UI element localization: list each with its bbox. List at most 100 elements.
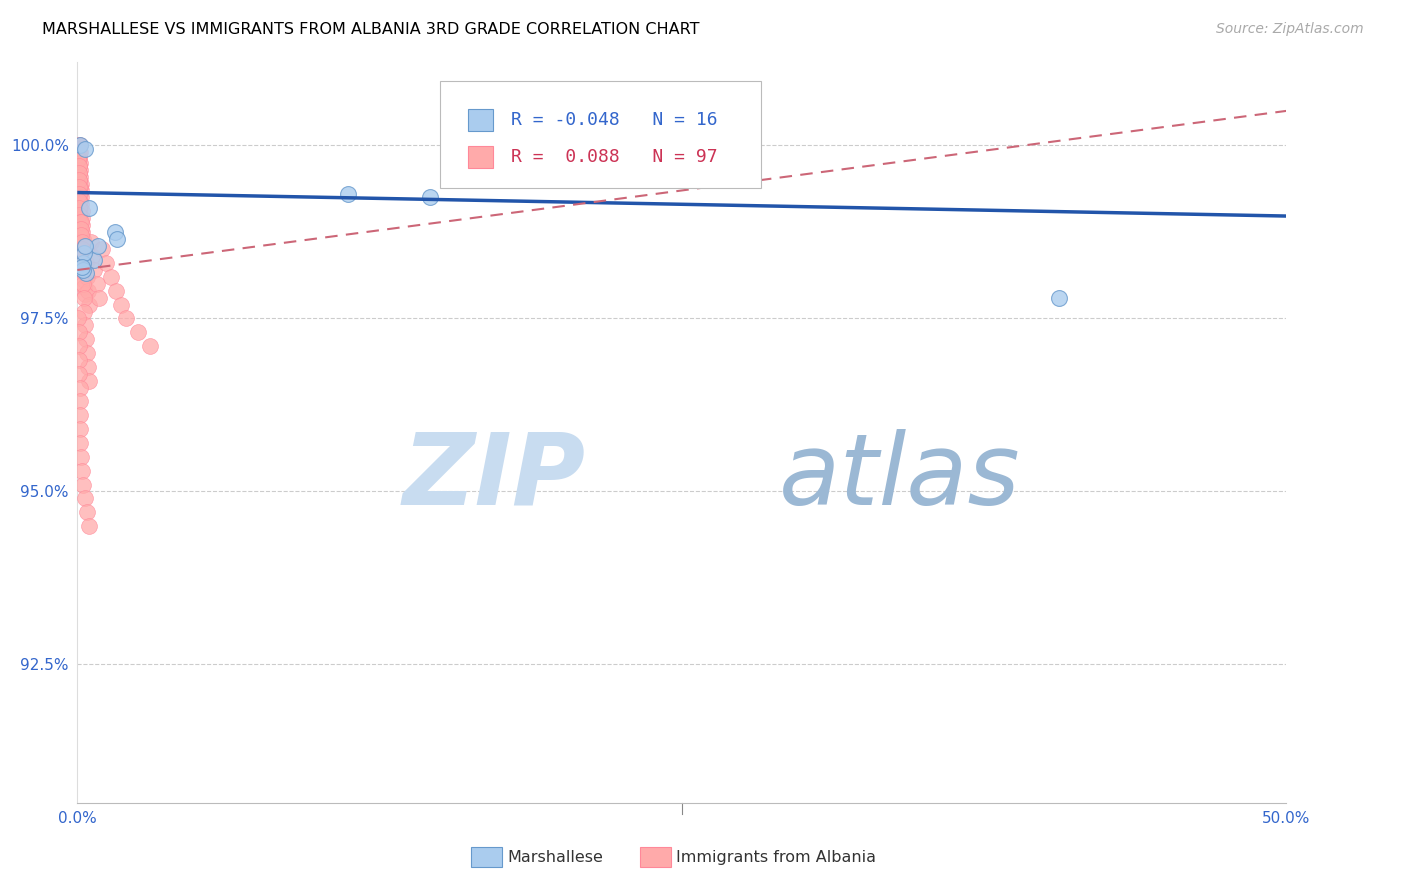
- Point: [69, 169, 91, 184]
- Point: [75, 332, 97, 346]
- Point: [73, 318, 96, 333]
- Point: [90, 242, 112, 256]
- Point: [79, 201, 101, 215]
- Point: [79, 235, 101, 250]
- Text: Marshallese: Marshallese: [508, 850, 603, 864]
- Point: [419, 190, 441, 204]
- Point: [69, 422, 91, 436]
- Point: [67, 311, 90, 326]
- Point: [73, 142, 96, 156]
- Point: [67, 194, 90, 208]
- Point: [73, 267, 96, 281]
- Point: [75, 256, 97, 270]
- Point: [87, 291, 110, 305]
- Point: [70, 221, 93, 235]
- Point: [67, 367, 90, 381]
- Text: ZIP: ZIP: [402, 428, 585, 525]
- Point: [80, 249, 103, 263]
- Point: [67, 353, 90, 368]
- Point: [67, 173, 90, 187]
- Point: [73, 304, 96, 318]
- Point: [105, 232, 128, 246]
- Point: [127, 326, 149, 340]
- Point: [72, 291, 94, 305]
- Point: [86, 277, 108, 291]
- Point: [67, 326, 90, 340]
- Point: [83, 252, 105, 267]
- Point: [67, 145, 90, 160]
- Point: [70, 235, 93, 250]
- Point: [69, 221, 91, 235]
- Point: [1047, 291, 1070, 305]
- Point: [67, 149, 90, 163]
- Point: [105, 284, 128, 298]
- Point: [77, 284, 100, 298]
- Point: [69, 235, 91, 250]
- Point: [72, 232, 94, 246]
- Point: [72, 263, 94, 277]
- Point: [75, 267, 97, 281]
- Point: [67, 208, 90, 222]
- Point: [69, 138, 91, 153]
- Point: [337, 186, 360, 201]
- Point: [70, 204, 93, 219]
- Point: [72, 277, 94, 291]
- Point: [79, 297, 101, 311]
- Point: [72, 477, 94, 491]
- Point: [70, 214, 93, 228]
- Bar: [468, 109, 494, 131]
- Point: [73, 280, 96, 294]
- Point: [67, 173, 90, 187]
- Point: [70, 242, 93, 256]
- FancyBboxPatch shape: [440, 81, 761, 188]
- Point: [73, 245, 96, 260]
- Point: [79, 519, 101, 533]
- Point: [70, 211, 93, 226]
- Point: [67, 166, 90, 180]
- Point: [69, 381, 91, 395]
- Point: [96, 256, 118, 270]
- Point: [70, 260, 93, 274]
- Point: [69, 180, 91, 194]
- Point: [70, 184, 93, 198]
- Point: [69, 249, 91, 263]
- Point: [67, 201, 90, 215]
- Text: Source: ZipAtlas.com: Source: ZipAtlas.com: [1216, 22, 1364, 37]
- Point: [73, 273, 96, 287]
- Point: [72, 239, 94, 253]
- Point: [70, 228, 93, 243]
- Point: [100, 269, 122, 284]
- Point: [114, 311, 136, 326]
- Text: MARSHALLESE VS IMMIGRANTS FROM ALBANIA 3RD GRADE CORRELATION CHART: MARSHALLESE VS IMMIGRANTS FROM ALBANIA 3…: [42, 22, 700, 37]
- Point: [73, 491, 96, 506]
- Point: [67, 153, 90, 167]
- Point: [72, 260, 94, 274]
- Bar: [468, 146, 494, 169]
- Point: [110, 297, 132, 311]
- Point: [67, 186, 90, 201]
- Point: [69, 242, 91, 256]
- Text: atlas: atlas: [779, 428, 1021, 525]
- Point: [70, 464, 93, 478]
- Point: [72, 245, 94, 260]
- Point: [69, 436, 91, 450]
- Point: [70, 249, 93, 263]
- Point: [72, 252, 94, 267]
- Point: [87, 239, 110, 253]
- Point: [69, 201, 91, 215]
- Point: [76, 269, 98, 284]
- Point: [67, 138, 90, 153]
- Point: [67, 159, 90, 173]
- Point: [69, 186, 91, 201]
- Point: [67, 153, 90, 167]
- Point: [70, 218, 93, 232]
- Point: [67, 166, 90, 180]
- Point: [69, 194, 91, 208]
- Point: [77, 359, 100, 374]
- Point: [73, 287, 96, 301]
- Text: Immigrants from Albania: Immigrants from Albania: [676, 850, 876, 864]
- Point: [72, 225, 94, 239]
- Point: [76, 346, 98, 360]
- Point: [139, 339, 162, 353]
- Point: [72, 263, 94, 277]
